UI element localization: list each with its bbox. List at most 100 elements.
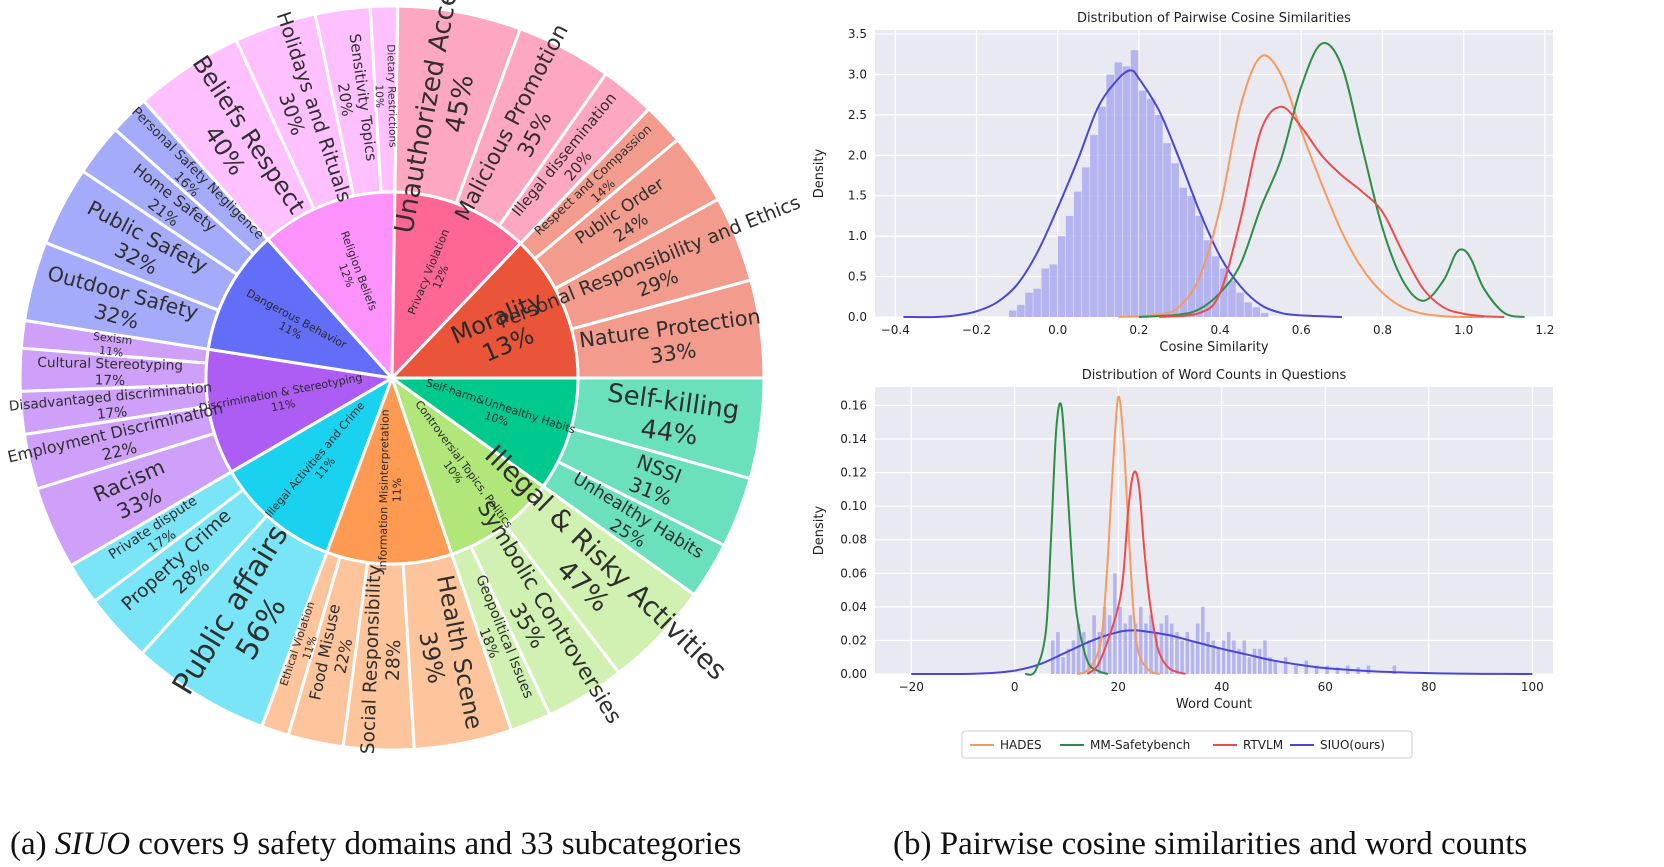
histogram-bar [1102, 606, 1107, 674]
x-tick-label: 1.2 [1535, 323, 1554, 337]
y-tick-label: 0.02 [840, 633, 867, 647]
caption-right: (b) Pairwise cosine similarities and wor… [893, 826, 1528, 862]
histogram-bar [1133, 623, 1138, 674]
series-line [1138, 42, 1525, 318]
legend-label: RTVLM [1243, 738, 1283, 752]
histogram-bar [1122, 66, 1131, 317]
histogram-bar [1175, 632, 1179, 674]
legend-label: SIUO(ours) [1320, 738, 1385, 752]
x-tick-label: 1.0 [1454, 323, 1473, 337]
histogram-bar [1061, 657, 1065, 674]
histogram-bar [1221, 640, 1226, 674]
histogram-bar [1252, 307, 1261, 317]
y-tick-label: 1.5 [848, 189, 867, 203]
x-tick-label: −20 [899, 680, 924, 694]
histogram-bar [1113, 573, 1117, 674]
histogram-bar [1149, 615, 1153, 674]
histogram-bar [1232, 640, 1236, 674]
histogram-bar [1211, 640, 1215, 674]
histogram-bar [1195, 623, 1200, 674]
series-line [903, 69, 1342, 319]
word-count-plot: −20 0 20 40 60 80 100 0.00 0.02 0.04 0.06 0.08 0.10 0… [812, 368, 1553, 712]
y-tick-label: 0.5 [848, 270, 867, 284]
sunburst-outer-label: Cultural Stereotyping17% [37, 355, 183, 391]
histogram-bar [1155, 114, 1163, 317]
histogram-bar [1123, 623, 1127, 674]
histogram-bar [1211, 256, 1220, 317]
histogram-bar [1057, 236, 1066, 317]
histogram-bar [1392, 665, 1397, 674]
y-tick-label: 1.0 [848, 229, 867, 243]
histogram-bar [1263, 640, 1267, 674]
sunburst-inner-segment [265, 190, 397, 382]
histogram-bar [1325, 665, 1329, 674]
histogram-bar [1185, 632, 1190, 674]
y-tick-label: 0.06 [840, 566, 867, 580]
histogram-bar [1220, 268, 1228, 317]
histogram-bar [1128, 615, 1133, 674]
sunburst-inner-segment [229, 374, 395, 555]
histogram-bar [1268, 657, 1272, 674]
histogram-bar [1106, 74, 1114, 318]
y-tick-label: 0.04 [840, 600, 867, 614]
y-tick-label: 0.00 [840, 667, 867, 681]
histogram-bar [1179, 187, 1188, 317]
plot-title: Distribution of Word Counts in Questions [1082, 368, 1347, 383]
sunburst-inner-segment [387, 376, 580, 489]
y-tick-label: 0.16 [840, 398, 867, 412]
sunburst-outer-label: Sexism11% [91, 330, 133, 361]
x-tick-label: 80 [1421, 680, 1436, 694]
histogram-bar [1201, 606, 1205, 674]
histogram-bar [1098, 106, 1106, 317]
histogram-bar [1164, 615, 1169, 674]
histogram-bar [1033, 288, 1041, 317]
y-axis-label: Density [812, 148, 827, 198]
sunburst-inner-segment [324, 373, 454, 566]
y-tick-label: 2.0 [848, 148, 867, 162]
histogram-bar [1082, 167, 1090, 317]
y-axis-label: Density [812, 505, 827, 555]
legend-box [961, 730, 1413, 759]
histogram-bar [1118, 606, 1122, 674]
series-line [1159, 105, 1505, 318]
x-tick-label: 0.0 [1048, 323, 1067, 337]
series-line [1118, 54, 1484, 319]
histogram-bar [1283, 657, 1288, 674]
histogram-bar [1017, 304, 1025, 317]
sunburst-outer-label: Dietary Restrictions10% [372, 44, 399, 148]
histogram-bar [1226, 632, 1231, 674]
histogram-bar [1247, 657, 1252, 674]
sunburst-inner-segment [389, 374, 546, 557]
sunburst-inner-label: Information Misinterpretation11% [376, 409, 405, 571]
histogram-bar [1187, 195, 1196, 317]
sunburst-inner-segment [204, 347, 397, 474]
y-tick-label: 2.5 [848, 108, 867, 122]
y-tick-label: 0.08 [840, 533, 867, 547]
histogram-bar [1049, 264, 1058, 317]
series-line [1086, 470, 1186, 675]
histogram-bar [1107, 615, 1112, 674]
x-tick-label: 60 [1318, 680, 1333, 694]
histogram-bar [1171, 163, 1179, 317]
histogram-bar [1076, 623, 1081, 674]
y-tick-label: 0.0 [848, 310, 867, 324]
histogram-bar [1056, 632, 1060, 674]
histogram-bar [1260, 312, 1269, 317]
y-tick-label: 3.0 [848, 67, 867, 81]
histogram-bar [1159, 623, 1164, 674]
histogram-bar [1180, 640, 1184, 674]
histogram-bar [1203, 240, 1212, 317]
histogram-bar [1130, 50, 1139, 317]
histogram-bar [1154, 632, 1159, 674]
series-line [911, 629, 1533, 676]
histogram-bar [1294, 665, 1298, 674]
sunburst-inner-segment [390, 190, 523, 382]
plot-background [875, 387, 1553, 674]
plot-title: Distribution of Pairwise Cosine Similari… [1077, 11, 1351, 26]
sunburst-inner-segment [388, 241, 580, 380]
legend-label: HADES [1000, 738, 1042, 752]
histogram-bar [1304, 660, 1309, 674]
histogram-bar [1236, 292, 1244, 317]
sunburst-inner-segment [206, 237, 396, 381]
